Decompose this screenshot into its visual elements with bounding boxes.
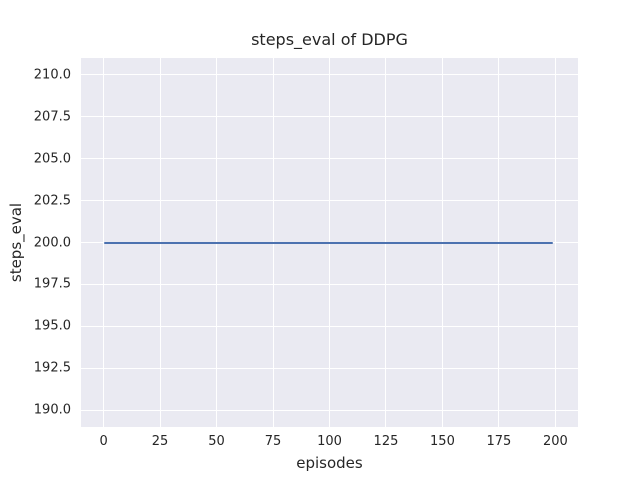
x-tick-label: 175	[486, 434, 512, 449]
y-tick-label: 207.5	[33, 109, 71, 125]
y-gridline	[81, 325, 578, 327]
x-tick-label: 125	[373, 434, 399, 449]
y-gridline	[81, 409, 578, 411]
x-axis-label: episodes	[296, 454, 363, 472]
x-tick-label: 100	[317, 434, 342, 449]
y-tick-label: 195.0	[33, 318, 71, 334]
y-tick-label: 190.0	[33, 402, 71, 418]
x-tick-label: 150	[430, 434, 455, 449]
x-tick-label: 25	[151, 434, 169, 449]
y-tick-label: 192.5	[33, 360, 71, 376]
y-gridline	[81, 158, 578, 160]
y-gridline	[81, 283, 578, 285]
y-gridline	[81, 116, 578, 118]
series-line	[103, 241, 554, 244]
y-tick-label: 202.5	[33, 193, 71, 209]
y-gridline	[81, 367, 578, 369]
y-gridline	[81, 74, 578, 76]
x-tick-label: 0	[99, 434, 108, 449]
y-tick-label: 205.0	[33, 151, 71, 167]
y-gridline	[81, 200, 578, 202]
y-tick-label: 210.0	[33, 67, 71, 83]
plot-area	[81, 58, 578, 427]
x-tick-label: 50	[208, 434, 225, 449]
x-tick-label: 200	[542, 434, 568, 449]
y-tick-label: 200.0	[33, 235, 71, 250]
y-tick-label: 197.5	[33, 276, 71, 292]
x-tick-label: 75	[264, 434, 282, 449]
chart-title: steps_eval of DDPG	[251, 30, 408, 49]
y-axis-label: steps_eval	[7, 202, 25, 283]
